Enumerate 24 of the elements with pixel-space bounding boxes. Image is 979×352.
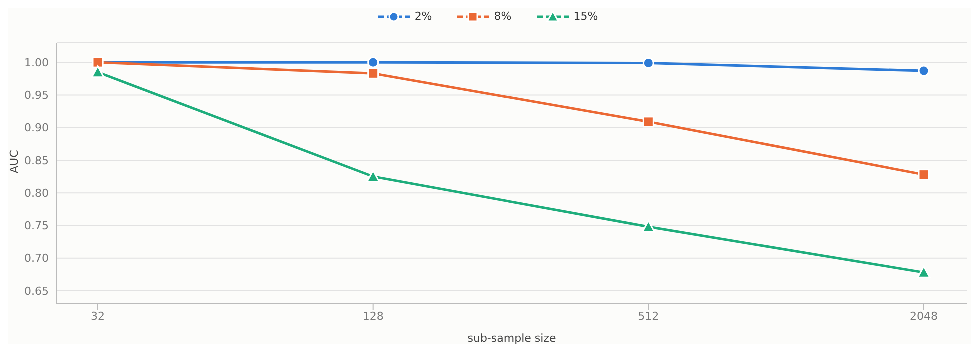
legend-label: 2% [414, 10, 432, 23]
point [918, 169, 930, 181]
legend-label: 8% [494, 10, 512, 23]
x-tick-label: 2048 [910, 310, 938, 323]
y-tick-label: 0.95 [24, 89, 49, 102]
point [366, 170, 380, 183]
y-tick-label: 1.00 [24, 56, 49, 70]
x-axis-title: sub-sample size [468, 332, 556, 345]
point [91, 66, 105, 78]
y-tick-label: 0.65 [24, 284, 49, 298]
point [368, 56, 380, 68]
y-tick-label: 0.75 [24, 220, 49, 233]
point [368, 68, 380, 80]
y-tick-label: 0.85 [24, 154, 49, 168]
y-axis-title: AUC [8, 150, 21, 174]
y-tick-label: 0.90 [24, 122, 49, 135]
x-tick-label: 32 [91, 310, 105, 323]
x-tick-label: 128 [362, 310, 384, 323]
legend-label: 15% [574, 10, 598, 23]
point [918, 65, 930, 77]
x-tick-label: 512 [638, 310, 660, 323]
point [642, 116, 654, 128]
y-tick-label: 0.80 [24, 186, 49, 200]
y-tick-label: 0.70 [24, 252, 49, 266]
